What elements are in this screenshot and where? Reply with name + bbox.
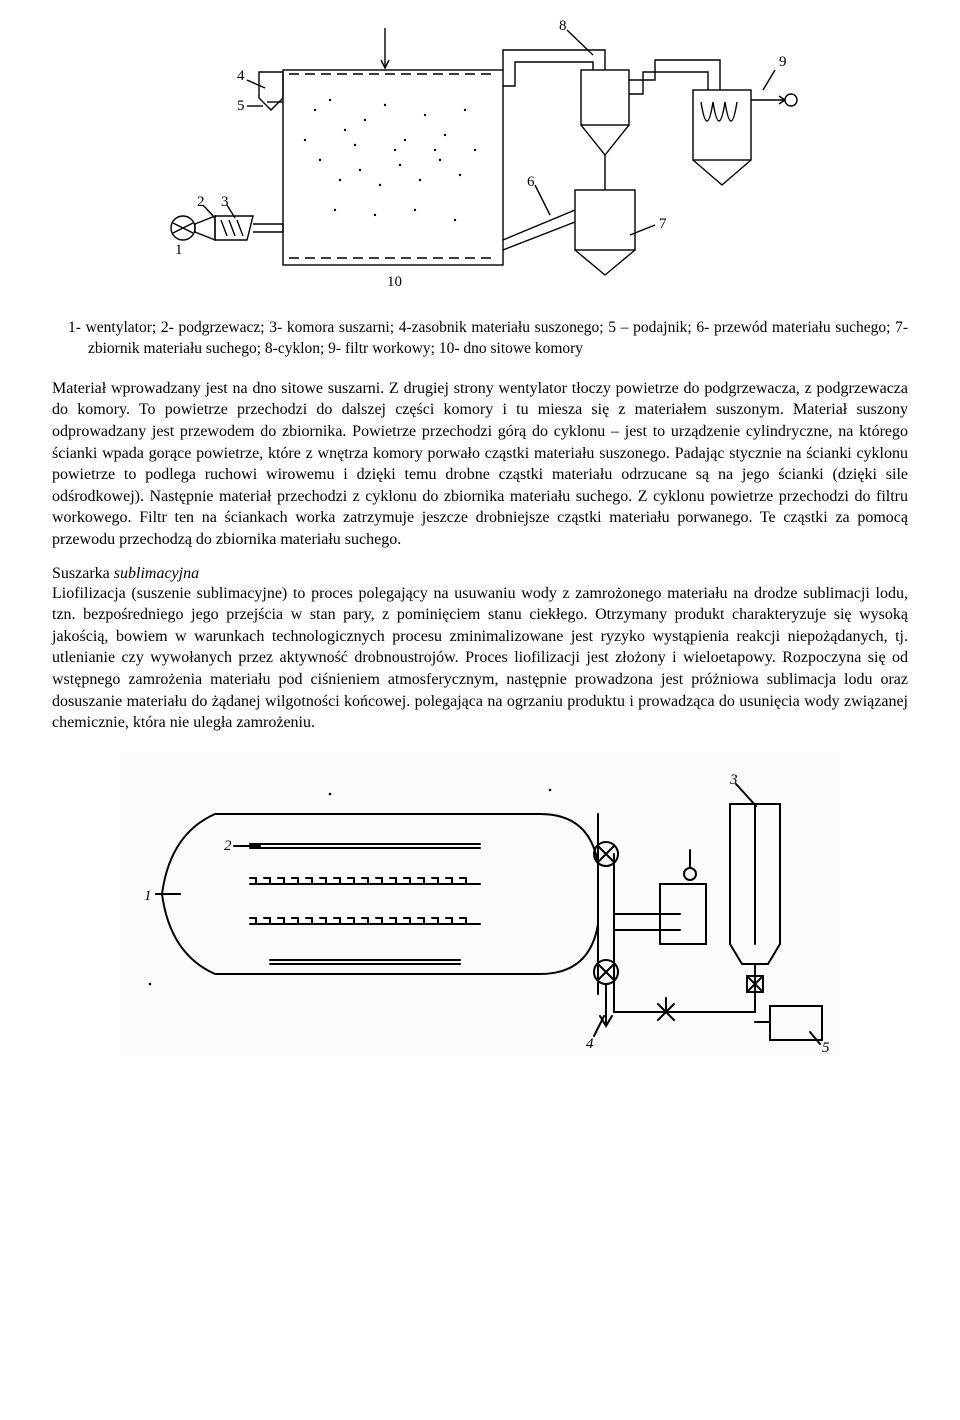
label-3: 3 (221, 194, 229, 210)
label-9: 9 (779, 54, 787, 70)
label-1: 1 (175, 242, 183, 258)
label-8: 8 (559, 18, 567, 34)
label-5: 5 (237, 98, 245, 114)
label-7: 7 (659, 216, 667, 232)
section-title-italic: sublimacyjna (114, 565, 199, 582)
document-page: 1 2 3 4 5 6 7 8 9 10 1- wentylator; 2- p… (0, 0, 960, 1420)
fluidized-bed-dryer-diagram: 1 2 3 4 5 6 7 8 9 10 (155, 10, 805, 310)
freeze-dryer-diagram: 1 2 3 4 5 (120, 754, 840, 1054)
section-title-sublimation: Suszarka sublimacyjna (52, 565, 908, 583)
diagram-1-container: 1 2 3 4 5 6 7 8 9 10 (52, 10, 908, 310)
label-4: 4 (237, 68, 245, 84)
d2-label-1: 1 (144, 888, 152, 904)
d2-label-3: 3 (729, 772, 738, 788)
label-10: 10 (387, 274, 402, 290)
diagram-2-container: 1 2 3 4 5 (52, 754, 908, 1054)
body-paragraph-1: Materiał wprowadzany jest na dno sitowe … (52, 378, 908, 551)
d2-label-2: 2 (224, 838, 232, 854)
d2-label-5: 5 (822, 1040, 830, 1054)
label-6: 6 (527, 174, 535, 190)
body-paragraph-2: Liofilizacja (suszenie sublimacyjne) to … (52, 583, 908, 734)
d2-label-4: 4 (586, 1036, 594, 1052)
diagram-1-legend: 1- wentylator; 2- podgrzewacz; 3- komora… (52, 318, 908, 360)
section-title-plain: Suszarka (52, 565, 114, 582)
label-2: 2 (197, 194, 205, 210)
